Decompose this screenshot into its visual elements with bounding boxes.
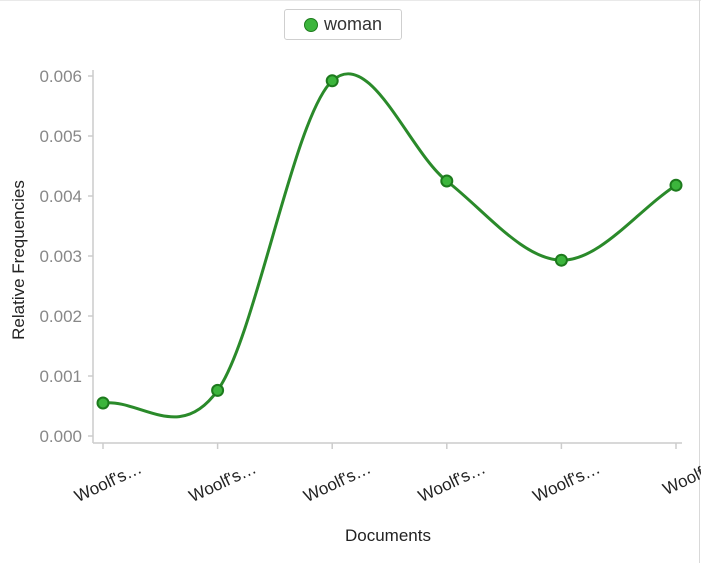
legend-swatch bbox=[303, 17, 318, 32]
x-tick-label: Woolf's bbox=[660, 458, 701, 498]
data-point[interactable] bbox=[96, 396, 110, 410]
y-tick-label: 0.004 bbox=[39, 187, 82, 206]
x-tick-label: Woolf's… bbox=[415, 458, 488, 506]
y-axis-title: Relative Frequencies bbox=[9, 180, 28, 340]
data-point[interactable] bbox=[669, 178, 683, 192]
data-point[interactable] bbox=[554, 253, 568, 267]
data-point[interactable] bbox=[325, 74, 339, 88]
data-point[interactable] bbox=[440, 174, 454, 188]
y-tick-label: 0.001 bbox=[39, 367, 82, 386]
x-tick-label: Woolf's… bbox=[301, 458, 374, 506]
x-tick-label: Woolf's… bbox=[186, 458, 259, 506]
top-border bbox=[0, 0, 701, 1]
legend[interactable]: woman bbox=[284, 9, 402, 40]
x-axis: Woolf's… Woolf's… Woolf's… Woolf's… Woolf's…… bbox=[71, 442, 701, 506]
y-axis: 0.000 0.001 0.002 0.003 0.004 0.005 0.006 bbox=[39, 67, 94, 446]
y-tick-label: 0.005 bbox=[39, 127, 82, 146]
data-point[interactable] bbox=[211, 383, 225, 397]
x-tick-label: Woolf's… bbox=[71, 458, 144, 506]
series-line bbox=[102, 72, 677, 419]
y-tick-label: 0.002 bbox=[39, 307, 82, 326]
x-axis-title: Documents bbox=[345, 526, 431, 545]
y-tick-label: 0.003 bbox=[39, 247, 82, 266]
x-tick-label: Woolf's… bbox=[530, 458, 603, 506]
series-layer bbox=[96, 72, 683, 419]
right-border bbox=[699, 0, 700, 563]
y-tick-label: 0.006 bbox=[39, 67, 82, 86]
y-tick-label: 0.000 bbox=[39, 427, 82, 446]
legend-label: woman bbox=[323, 14, 383, 34]
